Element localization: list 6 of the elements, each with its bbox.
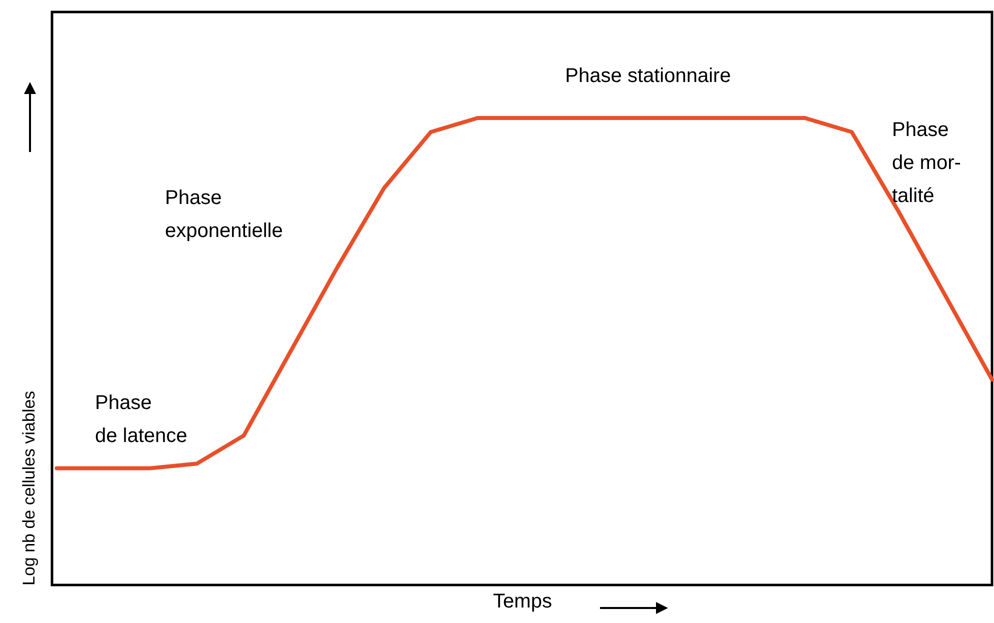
annotation: Phase de mor- talité	[892, 119, 961, 207]
text: Phase stationnaire	[565, 65, 731, 87]
x-axis-title: Temps	[493, 590, 552, 612]
annotation: Phase exponentielle	[165, 187, 283, 242]
y-axis-title: Log nb de cellules viables	[20, 390, 38, 586]
annotation: Phase de latence	[95, 392, 188, 447]
